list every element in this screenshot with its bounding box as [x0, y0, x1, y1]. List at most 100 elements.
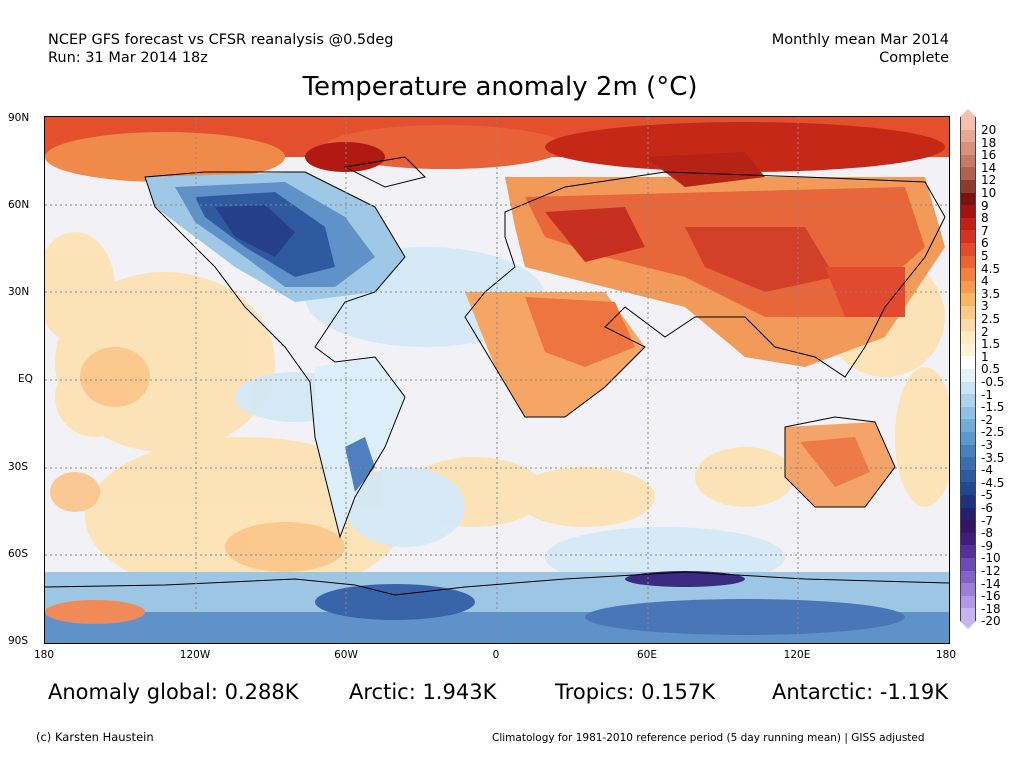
colorbar-tick-label: -3: [981, 438, 993, 452]
lat-label-90s: 90S: [8, 635, 29, 647]
colorbar-swatch: [960, 570, 976, 584]
colorbar-swatch: [960, 432, 976, 446]
colorbar-swatch: [960, 495, 976, 509]
lon-label-120e: 120E: [783, 649, 811, 661]
colorbar-tick-label: -0.5: [981, 375, 1005, 389]
colorbar-swatch: [960, 243, 976, 257]
climatology-note: Climatology for 1981-2010 reference peri…: [492, 732, 925, 744]
colorbar-swatch: [960, 280, 976, 294]
lat-label-30s: 30S: [8, 461, 29, 473]
lon-label-180e: 180: [935, 649, 957, 661]
stat-arctic-anomaly: Arctic: 1.943K: [349, 680, 497, 704]
map-title: Temperature anomaly 2m (°C): [302, 72, 698, 102]
colorbar-swatch: [960, 545, 976, 559]
colorbar-swatch: [960, 268, 976, 282]
south-america: [315, 357, 405, 537]
colorbar-tick-label: -2.5: [981, 425, 1005, 440]
colorbar-tick-label: -18: [981, 601, 1001, 616]
colorbar-swatch: [960, 293, 976, 307]
lon-label-60w: 60W: [334, 649, 358, 661]
colorbar-tick-label: -12: [981, 564, 1001, 578]
colorbar-swatch: [960, 482, 976, 496]
colorbar-tick-label: 0.5: [981, 362, 1001, 377]
header-right: Monthly mean Mar 2014 Complete: [772, 31, 949, 67]
colorbar-swatch: [960, 117, 976, 131]
colorbar-swatch: [960, 419, 976, 433]
stat-global-anomaly: Anomaly global: 0.288K: [48, 680, 299, 704]
colorbar-tick-label: 18: [981, 135, 997, 150]
colorbar-swatch: [960, 230, 976, 244]
colorbar-tick-label: -4.5: [981, 475, 1005, 490]
colorbar-tick-label: 14: [981, 160, 997, 175]
colorbar-tick-label: -5: [981, 488, 993, 503]
colorbar-swatch: [960, 343, 976, 357]
colorbar-tick-label: -16: [981, 589, 1001, 604]
colorbar-tick-label: 1: [981, 349, 989, 364]
colorbar-swatch: [960, 608, 976, 622]
colorbar-tick-label: 7: [981, 223, 989, 238]
stat-antarctic-anomaly: Antarctic: -1.19K: [772, 680, 948, 704]
colorbar-swatch: [960, 369, 976, 383]
colorbar-swatch: [960, 255, 976, 269]
colorbar-tick-label: 1.5: [981, 337, 1001, 352]
colorbar-swatch: [960, 507, 976, 521]
lon-label-0: 0: [492, 649, 500, 661]
colorbar-swatch: [960, 381, 976, 395]
colorbar-swatch: [960, 583, 976, 597]
colorbar-tick-label: 9: [981, 198, 989, 213]
colorbar-tick-label: 4.5: [981, 261, 1001, 276]
colorbar-swatch: [960, 205, 976, 219]
colorbar-swatch: [960, 356, 976, 370]
lat-label-60n: 60N: [8, 199, 30, 211]
header-left: NCEP GFS forecast vs CFSR reanalysis @0.…: [48, 31, 393, 67]
lat-label-eq: EQ: [18, 373, 33, 385]
colorbar-tick-label: -7: [981, 513, 993, 528]
colorbar-tick-label: 8: [981, 211, 989, 226]
colorbar-tick-label: -14: [981, 576, 1001, 591]
australia-warm: [785, 422, 895, 507]
colorbar-swatch: [960, 129, 976, 143]
colorbar-swatch: [960, 457, 976, 471]
colorbar-tick-label: -8: [981, 526, 993, 541]
lat-label-90n: 90N: [8, 112, 30, 124]
lat-label-30n: 30N: [8, 286, 30, 298]
africa-warm: [465, 292, 645, 417]
colorbar-min-arrow: [960, 621, 976, 629]
colorbar-swatch: [960, 595, 976, 609]
colorbar-swatch: [960, 306, 976, 320]
run-time: Run: 31 Mar 2014 18z: [48, 50, 208, 66]
colorbar-swatch: [960, 520, 976, 534]
colorbar-tick-label: 20: [981, 123, 997, 137]
colorbar-swatch: [960, 406, 976, 420]
lon-label-120w: 120W: [179, 649, 211, 661]
colorbar-swatch: [960, 558, 976, 572]
coastlines: [45, 156, 949, 596]
lon-label-180w: 180: [33, 649, 55, 661]
colorbar-tick-label: -3.5: [981, 450, 1005, 465]
colorbar-swatch: [960, 167, 976, 181]
colorbar-swatch: [960, 318, 976, 332]
colorbar-swatch: [960, 142, 976, 156]
colorbar-swatch: [960, 180, 976, 194]
colorbar-tick-label: 5: [981, 249, 989, 263]
lat-label-60s: 60S: [8, 548, 29, 560]
anomaly-map: [44, 116, 950, 644]
colorbar-swatch: [960, 532, 976, 546]
colorbar-swatch: [960, 331, 976, 345]
colorbar-tick-label: 16: [981, 148, 997, 163]
colorbar-swatch: [960, 469, 976, 483]
colorbar-tick-label: -10: [981, 551, 1001, 566]
colorbar-tick-label: 10: [981, 186, 997, 200]
colorbar-tick-label: -6: [981, 501, 993, 515]
colorbar-tick-label: 12: [981, 173, 997, 188]
colorbar-tick-label: -9: [981, 538, 993, 553]
colorbar-tick-label: 4: [981, 274, 989, 289]
colorbar-max-arrow: [960, 109, 976, 117]
colorbar-swatch: [960, 444, 976, 458]
lon-label-60e: 60E: [637, 649, 657, 661]
status-label: Complete: [879, 50, 949, 66]
colorbar-tick-label: 3: [981, 299, 989, 314]
model-description: NCEP GFS forecast vs CFSR reanalysis @0.…: [48, 32, 394, 48]
graticule: [45, 117, 949, 643]
colorbar-tick-label: 2.5: [981, 312, 1001, 326]
